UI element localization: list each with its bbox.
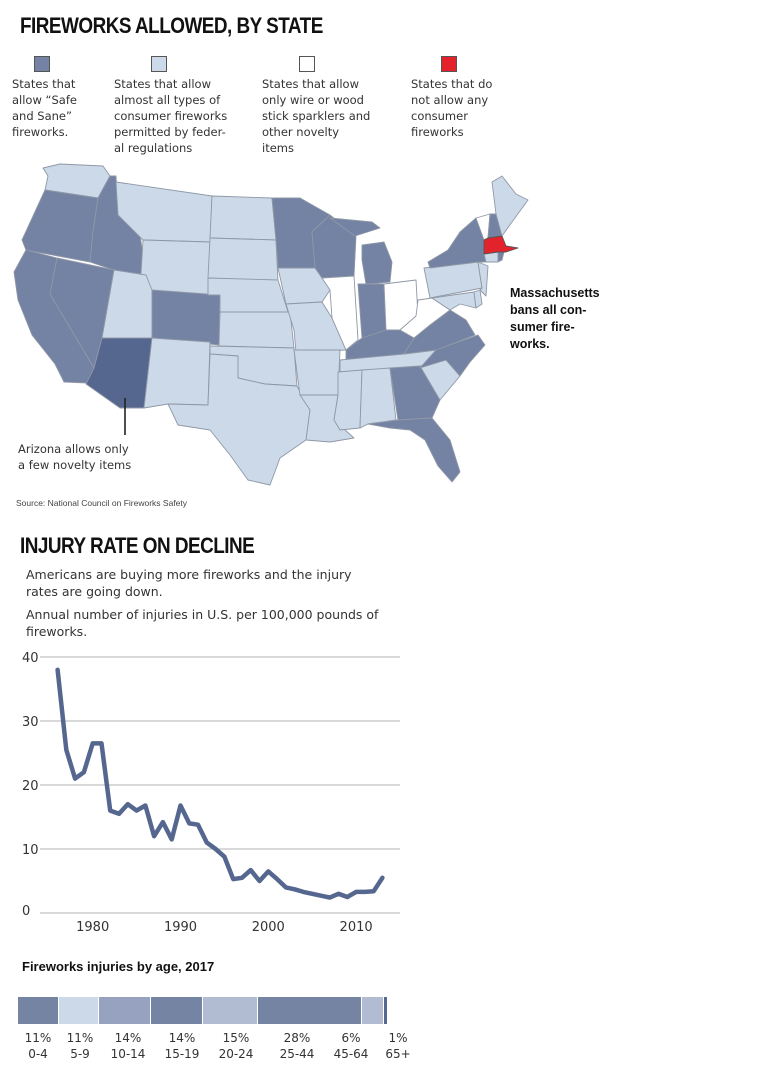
injury-rate-line: [55, 667, 385, 900]
age-range: 0-4: [28, 1047, 48, 1061]
legend-item-safe-and-sane: States that allow “Safe and Sane” firework…: [12, 56, 142, 140]
legend-text-sparklers-only: States that allow only wire or wood stick…: [262, 77, 371, 155]
age-segment-0-4: [18, 997, 59, 1024]
state-north-dakota: [209, 195, 277, 241]
legend-swatch-none-allowed: [441, 56, 457, 72]
age-label-25-44: 28% 25-44: [273, 1030, 321, 1062]
legend-text-safe-and-sane: States that allow “Safe and Sane” firework…: [12, 77, 77, 139]
legend-swatch-sparklers-only: [299, 56, 315, 72]
x-tick-label: 1990: [164, 920, 197, 935]
state-new-york: [427, 217, 487, 269]
x-tick-label: 1980: [76, 920, 109, 935]
age-percent: 14%: [168, 1031, 196, 1045]
state-massachusetts: [483, 235, 519, 255]
age-range: 65+: [385, 1047, 411, 1061]
y-tick-label: 0: [22, 904, 30, 919]
age-label-0-4: 11% 0-4: [14, 1030, 62, 1062]
state-nebraska: [207, 277, 289, 313]
state-texas: [167, 353, 311, 486]
age-label-15-19: 14% 15-19: [158, 1030, 206, 1062]
age-percent: 6%: [341, 1031, 361, 1045]
age-segment-25-44: [258, 997, 363, 1024]
state-maryland: [431, 291, 477, 311]
massachusetts-note: Massachusetts bans all con- sumer fire-wo…: [510, 286, 600, 351]
arizona-note: Arizona allows only a few novelty items: [18, 442, 132, 472]
state-florida: [367, 417, 461, 483]
x-tick-label: 2010: [340, 920, 373, 935]
age-percent: 11%: [66, 1031, 94, 1045]
y-tick-label: 30: [22, 715, 39, 730]
state-mississippi: [333, 369, 363, 431]
legend-item-almost-all: States that allow almost all types of con…: [114, 56, 244, 156]
legend-text-none-allowed: States that do not allow any consumer fire…: [411, 77, 493, 139]
y-tick-label: 10: [22, 843, 39, 858]
age-percent: 1%: [388, 1031, 408, 1045]
state-new-jersey: [477, 261, 489, 297]
state-delaware: [473, 289, 483, 309]
state-michigan: [329, 217, 393, 285]
state-indiana: [357, 283, 387, 339]
age-percent: 14%: [114, 1031, 142, 1045]
injury-title: INJURY RATE ON DECLINE: [20, 533, 255, 558]
age-percent: 15%: [222, 1031, 250, 1045]
age-range: 25-44: [279, 1047, 315, 1061]
age-range: 10-14: [110, 1047, 146, 1061]
age-label-10-14: 14% 10-14: [104, 1030, 152, 1062]
age-percent: 11%: [24, 1031, 52, 1045]
legend-item-sparklers-only: States that allow only wire or wood stick…: [262, 56, 392, 156]
state-alabama: [359, 367, 397, 429]
legend-item-none-allowed: States that do not allow any consumer fire…: [411, 56, 541, 140]
age-label-65+: 1% 65+: [374, 1030, 422, 1062]
us-fireworks-map: [13, 163, 529, 486]
state-arkansas: [293, 349, 341, 396]
age-range: 15-19: [164, 1047, 200, 1061]
age-segment-65+: [384, 997, 388, 1024]
age-segment-45-64: [362, 997, 385, 1024]
state-oregon: [21, 189, 99, 263]
y-tick-label: 20: [22, 779, 39, 794]
age-segment-5-9: [58, 997, 100, 1024]
state-kansas: [218, 311, 295, 349]
legend-text-almost-all: States that allow almost all types of con…: [114, 77, 228, 155]
age-stacked-bar: [18, 997, 388, 1024]
age-label-5-9: 11% 5-9: [56, 1030, 104, 1062]
state-new-mexico: [143, 337, 211, 409]
state-colorado: [151, 289, 221, 346]
age-range: 45-64: [333, 1047, 369, 1061]
state-west-virginia: [399, 297, 451, 339]
age-percent: 28%: [283, 1031, 311, 1045]
age-range: 20-24: [218, 1047, 254, 1061]
age-segment-15-19: [151, 997, 203, 1024]
age-range: 5-9: [70, 1047, 90, 1061]
state-maine: [491, 175, 529, 237]
state-south-dakota: [207, 237, 279, 283]
injury-subtitle: Americans are buying more fireworks and …: [26, 567, 352, 599]
legend-swatch-safe-and-sane: [34, 56, 50, 72]
injury-rate-line-chart: 0 10 20 30 40 1980 1990 2000 2010: [22, 651, 400, 935]
source-note: Source: National Council on Fireworks Sa…: [16, 498, 188, 508]
map-title: FIREWORKS ALLOWED, BY STATE: [20, 13, 323, 38]
age-chart-title: Fireworks injuries by age, 2017: [22, 959, 215, 974]
age-label-45-64: 6% 45-64: [327, 1030, 375, 1062]
age-label-20-24: 15% 20-24: [212, 1030, 260, 1062]
y-tick-label: 40: [22, 651, 39, 666]
state-north-carolina: [419, 334, 486, 377]
injury-description: Annual number of injuries in U.S. per 10…: [26, 607, 379, 639]
state-rhode-island: [497, 251, 505, 263]
age-segment-10-14: [99, 997, 152, 1024]
legend-swatch-almost-all: [151, 56, 167, 72]
age-segment-20-24: [202, 997, 259, 1024]
x-tick-label: 2000: [252, 920, 285, 935]
